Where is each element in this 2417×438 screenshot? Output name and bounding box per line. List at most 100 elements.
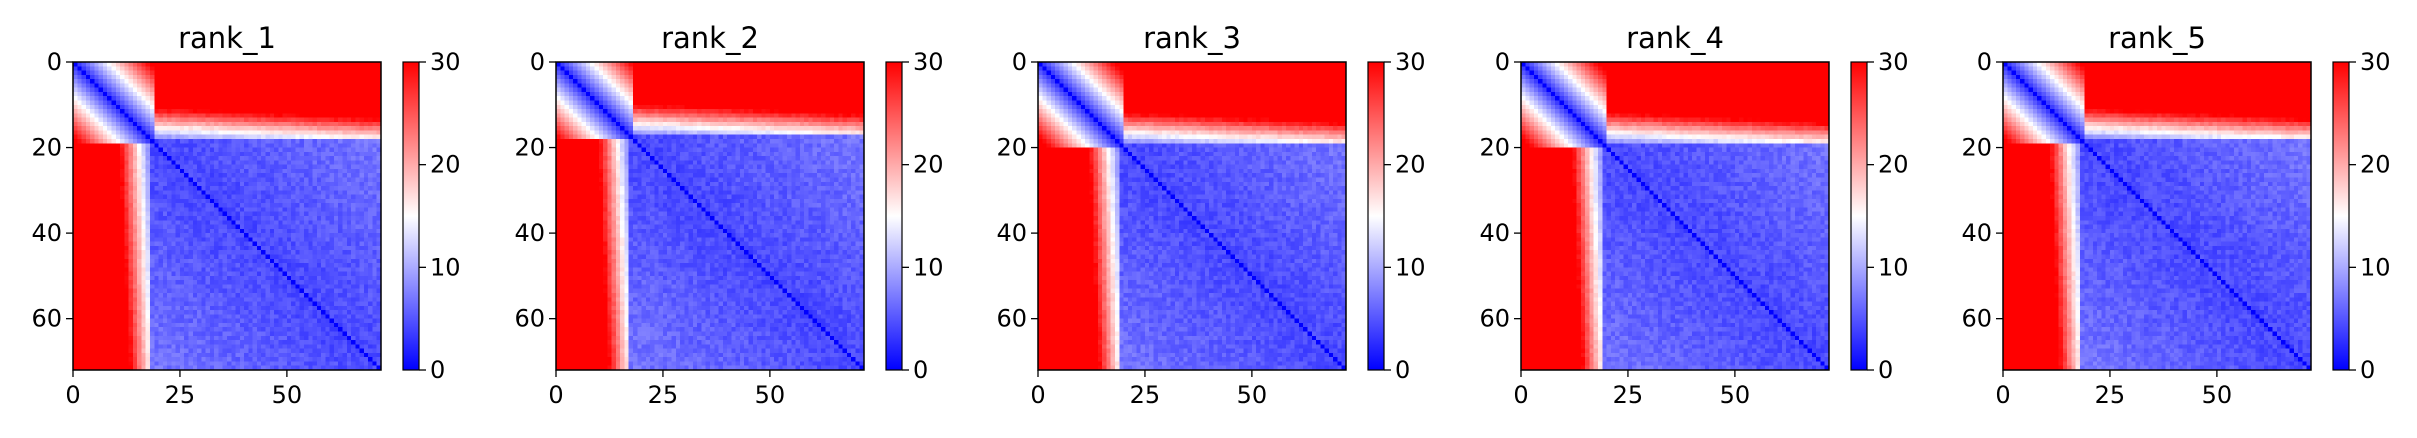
heatmap-cell [158, 284, 164, 290]
heatmap-cell [372, 322, 378, 328]
heatmap-cell [355, 143, 361, 149]
heatmap-cell [376, 194, 382, 200]
heatmap-cell [269, 352, 275, 358]
heatmap-cell [244, 314, 249, 320]
heatmap-cell [214, 233, 220, 238]
heatmap-cell [111, 121, 117, 127]
heatmap-cell [231, 130, 237, 136]
heatmap-cell [115, 314, 121, 320]
heatmap-cell [269, 233, 275, 238]
heatmap-cell [175, 173, 181, 179]
heatmap-cell [175, 352, 181, 358]
heatmap-cell [90, 250, 95, 256]
heatmap-cell [137, 62, 143, 67]
heatmap-cell [128, 207, 134, 213]
heatmap-cell [338, 263, 344, 268]
heatmap-cell [77, 87, 83, 93]
heatmap-cell [175, 237, 181, 243]
heatmap-cell [158, 224, 164, 230]
heatmap-cell [235, 168, 241, 174]
heatmap-cell [333, 173, 339, 179]
heatmap-cell [252, 275, 258, 281]
heatmap-cell [329, 322, 335, 328]
heatmap-cell [81, 117, 87, 123]
heatmap-cell [299, 190, 305, 196]
heatmap-cell [209, 207, 215, 213]
heatmap-cell [154, 357, 160, 363]
heatmap-cell [167, 74, 172, 80]
heatmap-cell [77, 190, 83, 196]
heatmap-cell [304, 198, 309, 204]
heatmap-cell [295, 100, 301, 106]
heatmap-cell [184, 254, 190, 260]
heatmap-cell [128, 228, 134, 234]
heatmap-cell [222, 344, 228, 350]
heatmap-cell [239, 318, 245, 324]
heatmap-cell [351, 228, 356, 234]
heatmap-cell [359, 207, 365, 213]
heatmap-cell [269, 245, 275, 251]
heatmap-cell [368, 340, 374, 345]
heatmap-cell [351, 305, 356, 311]
heatmap-cell [184, 216, 190, 221]
heatmap-cell [325, 164, 331, 170]
heatmap-cell [342, 74, 348, 80]
heatmap-cell [239, 96, 245, 102]
heatmap-cell [192, 348, 198, 354]
heatmap-cell [342, 181, 348, 187]
heatmap-cell [235, 74, 241, 80]
heatmap-cell [218, 224, 224, 230]
heatmap-cell [308, 139, 314, 144]
heatmap-cell [342, 96, 348, 102]
heatmap-cell [111, 327, 117, 333]
heatmap-cell [227, 267, 232, 273]
heatmap-cell [304, 271, 309, 277]
heatmap-cell [308, 284, 314, 290]
heatmap-cell [261, 211, 267, 217]
heatmap-cell [128, 198, 134, 204]
heatmap-cell [197, 267, 202, 273]
heatmap-cell [286, 156, 292, 161]
heatmap-cell [94, 275, 100, 281]
heatmap-cell [188, 190, 194, 196]
heatmap-cell [295, 160, 301, 166]
heatmap-cell [346, 126, 352, 132]
heatmap-cell [111, 310, 117, 315]
heatmap-cell [154, 134, 160, 140]
heatmap-cell [359, 322, 365, 328]
heatmap-cell [115, 190, 121, 196]
heatmap-cell [261, 134, 267, 140]
heatmap-cell [376, 139, 382, 144]
heatmap-cell [188, 87, 194, 93]
heatmap-cell [329, 96, 335, 102]
heatmap-cell [188, 143, 194, 149]
heatmap-cell [295, 203, 301, 209]
heatmap-cell [363, 168, 369, 174]
heatmap-cell [73, 241, 78, 247]
heatmap-cell [252, 250, 258, 256]
heatmap-cell [351, 160, 356, 166]
heatmap-cell [227, 331, 232, 337]
heatmap-cell [141, 79, 147, 84]
heatmap-cell [269, 280, 275, 286]
heatmap-cell [269, 113, 275, 119]
heatmap-cell [175, 117, 181, 123]
heatmap-cell [158, 83, 164, 89]
heatmap-cell [346, 305, 352, 311]
heatmap-cell [192, 151, 198, 157]
heatmap-cell [368, 305, 374, 311]
heatmap-cell [175, 62, 181, 67]
heatmap-cell [256, 241, 262, 247]
heatmap-cell [179, 207, 185, 213]
heatmap-cell [372, 301, 378, 307]
heatmap-cell [184, 70, 190, 76]
heatmap-cell [184, 348, 190, 354]
heatmap-cell [278, 301, 284, 307]
heatmap-cell [355, 203, 361, 209]
heatmap-cell [184, 288, 190, 294]
heatmap-cell [342, 245, 348, 251]
heatmap-cell [304, 160, 309, 166]
heatmap-cell [312, 83, 318, 89]
heatmap-cell [244, 322, 249, 328]
heatmap-cell [132, 66, 138, 72]
